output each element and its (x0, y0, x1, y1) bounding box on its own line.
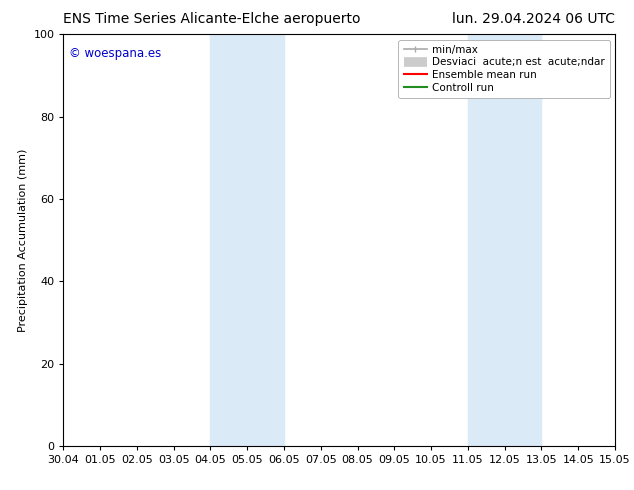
Text: lun. 29.04.2024 06 UTC: lun. 29.04.2024 06 UTC (452, 12, 615, 26)
Text: ENS Time Series Alicante-Elche aeropuerto: ENS Time Series Alicante-Elche aeropuert… (63, 12, 361, 26)
Bar (210, 34, 284, 446)
Text: © woespana.es: © woespana.es (69, 47, 161, 60)
Y-axis label: Precipitation Accumulation (mm): Precipitation Accumulation (mm) (18, 148, 28, 332)
Bar (468, 34, 541, 446)
Legend: min/max, Desviaci  acute;n est  acute;ndar, Ensemble mean run, Controll run: min/max, Desviaci acute;n est acute;ndar… (399, 40, 610, 98)
